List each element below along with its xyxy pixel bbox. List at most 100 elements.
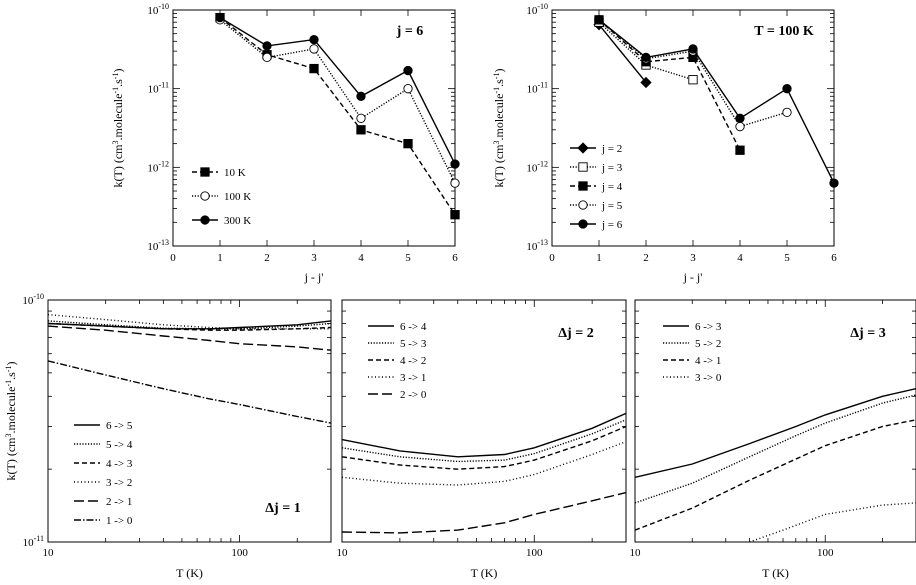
x-tick-label: 1 xyxy=(217,252,223,264)
legend-label: 6 -> 4 xyxy=(400,321,427,333)
chart-panel-5: 10 100 T (K) Δj = 3 6 -> 3 5 -> 2 4 -> 1 3 -> 0 xyxy=(630,299,916,580)
chart-panel-2: 0 1 2 3 4 5 6 10-13 10-12 10-11 10-10 j - j' k(T) (c… xyxy=(492,2,839,284)
series-5-2: 5 -> 2 xyxy=(634,338,916,504)
series-5-3: 5 -> 3 xyxy=(341,338,627,463)
legend-label: 300 K xyxy=(224,215,251,227)
chart-panel-3: 10 100 10-11 10-10 T (K) k(T) (cm3.molecule-1… xyxy=(4,292,332,580)
series-1-0: 1 -> 0 xyxy=(47,360,332,527)
data-point xyxy=(829,178,839,188)
data-point xyxy=(403,84,413,94)
series-line xyxy=(598,19,835,184)
legend-label: j = 4 xyxy=(601,181,623,193)
data-point xyxy=(594,15,604,25)
x-tick-label: 4 xyxy=(737,252,743,264)
panel-corner-label: Δj = 2 xyxy=(558,326,593,341)
y-tick-label: 10-10 xyxy=(22,292,44,307)
x-axis-label: T (K) xyxy=(762,566,789,580)
legend-marker xyxy=(578,162,588,172)
legend-marker xyxy=(577,142,589,154)
series-4-1: 4 -> 1 xyxy=(634,355,916,531)
data-point xyxy=(309,34,319,45)
data-point xyxy=(735,145,745,155)
y-tick-label: 10-10 xyxy=(526,2,548,17)
series-line xyxy=(219,19,456,184)
x-tick-label: 10 xyxy=(630,547,642,559)
data-point xyxy=(356,113,366,123)
data-point xyxy=(356,125,366,135)
series-line xyxy=(598,21,694,81)
legend-label: 5 -> 3 xyxy=(400,338,427,350)
series-j-2: j = 2 xyxy=(570,19,652,155)
legend-label: j = 6 xyxy=(601,219,623,231)
y-tick-label: 10-11 xyxy=(527,81,548,96)
series-6-4: 6 -> 4 xyxy=(341,321,627,458)
y-axis-label: k(T) (cm3.molecule-1.s-1) xyxy=(492,69,506,188)
series-line xyxy=(47,325,332,351)
data-point xyxy=(735,121,745,132)
data-point xyxy=(688,44,698,54)
y-tick-label: 10-11 xyxy=(148,81,169,96)
x-tick-label: 100 xyxy=(526,547,543,559)
legend-label: 6 -> 5 xyxy=(106,420,133,432)
x-tick-label: 0 xyxy=(170,252,176,264)
legend-label: 5 -> 4 xyxy=(106,439,133,451)
series-line xyxy=(598,24,647,83)
data-point xyxy=(450,210,460,220)
series-line xyxy=(341,425,627,470)
legend-marker xyxy=(578,219,588,229)
series-3-0: 3 -> 0 xyxy=(663,372,916,543)
legend-label: 100 K xyxy=(224,191,251,203)
legend-label: 4 -> 2 xyxy=(400,355,426,367)
x-axis-label: j - j' xyxy=(304,270,324,284)
plot-frame xyxy=(341,299,627,543)
series-3-2: 3 -> 2 xyxy=(47,313,331,489)
chart-panel-4: 10 100 T (K) Δj = 2 6 -> 4 5 -> 3 4 -> 2 3 -> 1… xyxy=(337,299,627,580)
x-tick-label: 100 xyxy=(817,547,834,559)
x-tick-label: 100 xyxy=(231,547,248,559)
legend-label: j = 2 xyxy=(601,143,622,155)
data-point xyxy=(262,41,272,51)
series-line xyxy=(47,320,332,330)
y-tick-label: 10-12 xyxy=(147,159,169,174)
legend-marker xyxy=(200,167,210,177)
legend-label: 3 -> 2 xyxy=(106,477,132,489)
legend-label: j = 5 xyxy=(601,200,623,212)
series-line xyxy=(219,17,456,216)
legend-label: 3 -> 0 xyxy=(695,372,722,384)
series-j-6: j = 6 xyxy=(570,15,839,231)
x-tick-label: 1 xyxy=(596,252,602,264)
legend-label: 2 -> 1 xyxy=(106,496,132,508)
data-point xyxy=(735,113,745,123)
series-line xyxy=(634,388,916,478)
series-line xyxy=(47,322,332,331)
series-line xyxy=(634,419,916,531)
x-tick-label: 6 xyxy=(831,252,837,264)
legend-label: 3 -> 1 xyxy=(400,372,426,384)
series-line xyxy=(341,491,627,534)
data-point xyxy=(641,52,651,63)
series-4-2: 4 -> 2 xyxy=(341,355,627,470)
x-tick-label: 10 xyxy=(337,547,349,559)
x-tick-label: 6 xyxy=(452,252,458,264)
legend-marker xyxy=(200,191,210,201)
y-axis-label: k(T) (cm3.molecule-1.s-1) xyxy=(111,69,125,188)
chart-panel-1: 0 1 2 3 4 5 6 10-13 10-12 10-11 10-10 j - j' k(T) (c… xyxy=(111,2,460,284)
panel-corner-label: Δj = 3 xyxy=(850,326,885,341)
series-4-3: 4 -> 3 xyxy=(47,322,332,470)
data-point xyxy=(688,75,698,85)
y-tick-label: 10-11 xyxy=(23,534,44,549)
series-line xyxy=(219,17,456,165)
y-tick-label: 10-12 xyxy=(526,159,548,174)
series-3-1: 3 -> 1 xyxy=(341,372,627,486)
series-line xyxy=(341,419,627,463)
x-tick-label: 0 xyxy=(549,252,555,264)
series-5-4: 5 -> 4 xyxy=(47,320,332,451)
legend-label: 1 -> 0 xyxy=(106,515,133,527)
panel-corner-label: Δj = 1 xyxy=(265,501,300,516)
x-axis-label: T (K) xyxy=(176,566,203,580)
x-tick-label: 2 xyxy=(643,252,649,264)
panel-corner-label: j = 6 xyxy=(396,24,424,39)
y-tick-label: 10-13 xyxy=(526,238,548,253)
series-line xyxy=(749,502,916,543)
legend-label: 10 K xyxy=(224,167,246,179)
